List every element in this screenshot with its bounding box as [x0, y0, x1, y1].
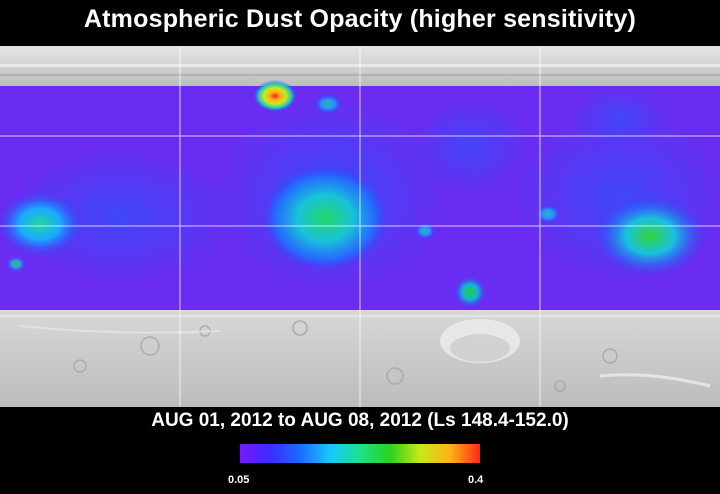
page-title: Atmospheric Dust Opacity (higher sensiti…: [83, 5, 637, 33]
date-range-label: AUG 01, 2012 to AUG 08, 2012 (Ls 148.4-1…: [151, 410, 569, 431]
hotspot-west-equatorial: [0, 192, 82, 256]
hotspot-south: [454, 276, 486, 308]
map-canvas: [0, 46, 720, 407]
colorbar-max-label: 0.4: [468, 474, 484, 486]
colorbar: [240, 444, 480, 463]
dust-opacity-map: [0, 46, 720, 407]
hotspot-north: [253, 80, 297, 112]
hotspot-east-equatorial: [595, 196, 705, 276]
colorbar-min-label: 0.05: [228, 474, 250, 486]
hotspot-equatorial-center: [263, 166, 387, 270]
graticule: [0, 46, 720, 407]
